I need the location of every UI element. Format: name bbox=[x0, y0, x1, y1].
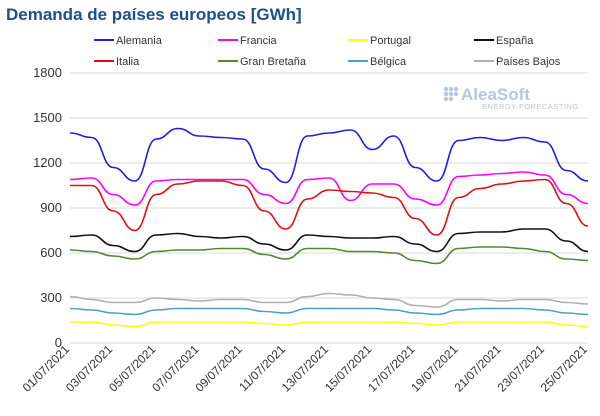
y-tick-label: 0 bbox=[55, 335, 62, 350]
legend-label: Portugal bbox=[370, 35, 411, 47]
legend-label: Bélgica bbox=[370, 56, 407, 68]
logo-name: AleaSoft bbox=[461, 85, 530, 104]
legend-item-gran-bretana: Gran Bretaña bbox=[218, 56, 307, 68]
y-tick-label: 300 bbox=[40, 290, 62, 305]
legend-item-belgica: Bélgica bbox=[348, 56, 407, 68]
legend-label: Francia bbox=[240, 35, 278, 47]
series-line-italia bbox=[69, 178, 589, 236]
legend-label: Italia bbox=[116, 56, 140, 68]
legend-item-italia: Italia bbox=[94, 56, 140, 68]
series-line-paises-bajos bbox=[69, 292, 589, 308]
series-line-gran-bretana bbox=[69, 246, 589, 265]
series-line-belgica bbox=[69, 307, 589, 316]
chart-title: Demanda de países europeos [GWh] bbox=[6, 5, 302, 24]
y-axis-ticks: 0 300 600 900 1200 1500 1800 bbox=[33, 65, 62, 350]
series-line-francia bbox=[69, 171, 589, 206]
legend-item-francia: Francia bbox=[218, 35, 278, 47]
legend-label: España bbox=[496, 35, 534, 47]
grid-lines bbox=[70, 72, 588, 344]
series-line-portugal bbox=[70, 321, 589, 328]
logo-dots-icon bbox=[443, 86, 459, 102]
x-tick-label: 09/07/2021 bbox=[192, 342, 245, 395]
legend-item-paises-bajos: Países Bajos bbox=[474, 56, 561, 68]
x-tick-label: 25/07/2021 bbox=[538, 342, 591, 395]
y-tick-label: 900 bbox=[40, 200, 62, 215]
y-tick-label: 1500 bbox=[33, 110, 62, 125]
legend-label: Gran Bretaña bbox=[240, 56, 307, 68]
y-tick-label: 600 bbox=[40, 245, 62, 260]
aleasoft-logo: AleaSoft ENERGY FORECASTING bbox=[443, 85, 579, 111]
legend-label: Alemania bbox=[116, 35, 163, 47]
series-line-alemania bbox=[69, 127, 589, 184]
legend: Alemania Francia Portugal España Italia Gran … bbox=[94, 35, 561, 68]
logo-tagline: ENERGY FORECASTING bbox=[482, 102, 579, 111]
series-line-espana bbox=[69, 228, 589, 253]
legend-item-alemania: Alemania bbox=[94, 35, 163, 47]
series-lines bbox=[69, 127, 589, 328]
y-tick-label: 1800 bbox=[33, 65, 62, 80]
y-tick-label: 1200 bbox=[33, 155, 62, 170]
legend-item-portugal: Portugal bbox=[348, 35, 411, 47]
legend-label: Países Bajos bbox=[496, 56, 561, 68]
x-axis-ticks: 01/07/202103/07/202105/07/202107/07/2021… bbox=[20, 342, 591, 395]
legend-item-espana: España bbox=[474, 35, 534, 47]
